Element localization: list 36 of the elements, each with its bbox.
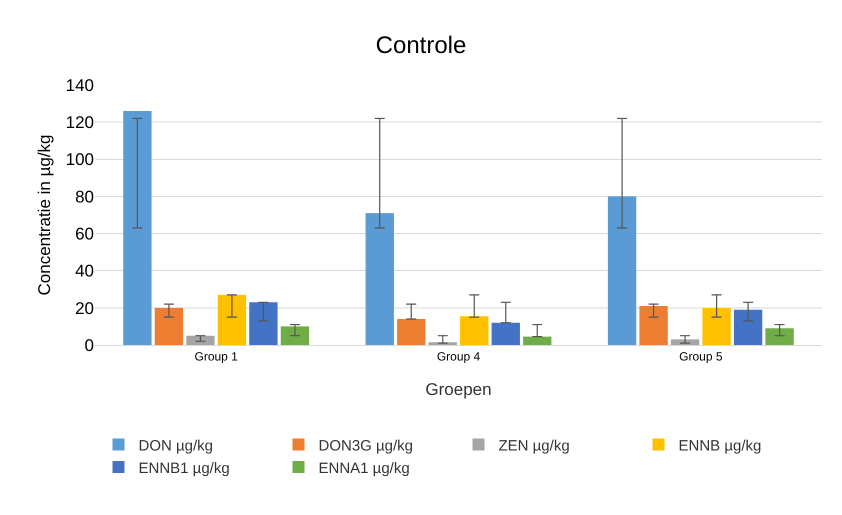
x-tick-label: Group 5 <box>679 349 723 364</box>
bar <box>154 308 184 345</box>
bar <box>702 308 731 345</box>
bar <box>366 213 394 345</box>
legend-label: ENNB µg/kg <box>678 437 762 454</box>
y-tick-label: 0 <box>84 336 94 355</box>
y-tick-label: 40 <box>75 262 94 281</box>
y-tick-label: 20 <box>75 298 94 318</box>
legend-label: ENNB1 µg/kg <box>138 460 230 477</box>
legend-label: DON µg/kg <box>138 437 213 454</box>
y-tick-label: 100 <box>66 150 94 170</box>
y-tick-label: 120 <box>66 113 94 132</box>
bar <box>765 328 794 345</box>
bar <box>523 336 552 345</box>
bar <box>639 306 668 345</box>
bar <box>608 196 636 345</box>
chart-title: Controle <box>376 32 466 59</box>
y-axis-title: Concentratie in µg/kg <box>35 134 54 296</box>
bar <box>734 310 762 345</box>
bar <box>670 339 700 345</box>
y-tick-label: 140 <box>66 76 94 95</box>
legend-label: ENNA1 µg/kg <box>318 460 410 477</box>
legend-label: DON3G µg/kg <box>318 437 414 454</box>
bar <box>123 111 152 345</box>
x-tick-label: Group 1 <box>194 349 238 364</box>
bar <box>280 326 310 345</box>
bar <box>492 322 520 345</box>
y-tick-label: 80 <box>75 187 94 206</box>
x-axis-title: Groepen <box>425 380 492 399</box>
legend-label: ZEN µg/kg <box>498 437 570 454</box>
bar <box>397 319 426 345</box>
y-tick-label: 60 <box>75 224 94 244</box>
bar <box>218 294 246 345</box>
x-tick-label: Group 4 <box>436 349 481 364</box>
bar <box>460 316 488 345</box>
bar <box>249 302 278 345</box>
